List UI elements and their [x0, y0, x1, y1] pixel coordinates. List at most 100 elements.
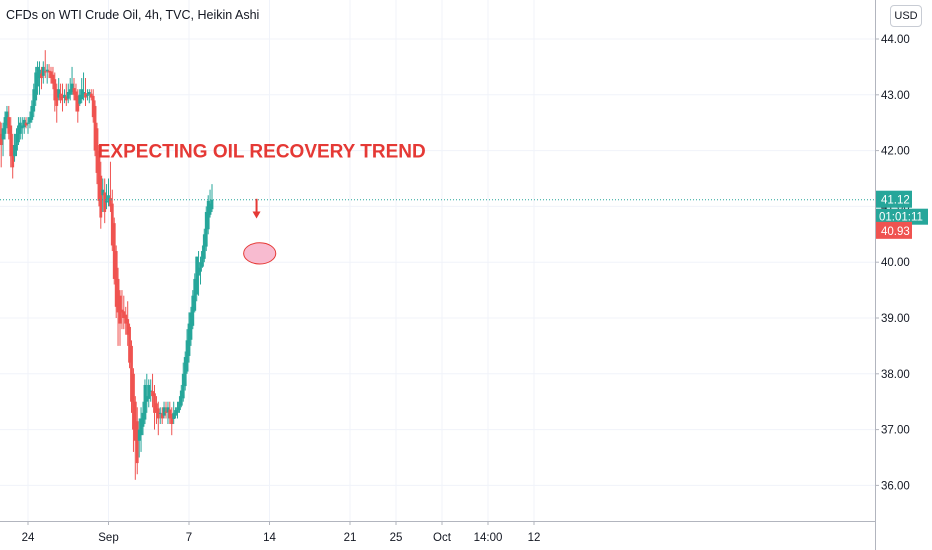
- candle-body: [139, 418, 143, 436]
- x-tick-label: Sep: [98, 532, 118, 544]
- candle-body: [91, 95, 95, 118]
- candle-body: [174, 410, 177, 416]
- candle-body: [72, 88, 76, 95]
- currency-button[interactable]: USD: [890, 5, 922, 27]
- candle-body: [7, 117, 11, 134]
- candle-body: [178, 401, 181, 411]
- candle-body: [105, 200, 108, 203]
- candle-body: [133, 401, 137, 441]
- y-tick-label: 38.00: [881, 369, 910, 381]
- candle-body: [195, 256, 199, 295]
- candle-body: [193, 278, 197, 311]
- candle-body: [34, 72, 38, 101]
- candle-body: [130, 345, 133, 402]
- candle-body: [95, 128, 99, 173]
- y-tick-label: 43.00: [881, 90, 910, 102]
- candle-body: [61, 97, 64, 99]
- candle-body: [38, 69, 41, 79]
- candle-body: [172, 412, 176, 419]
- candle-body: [0, 133, 3, 146]
- candle-body: [156, 408, 160, 419]
- candle-body: [135, 421, 139, 464]
- candle-body: [5, 111, 9, 126]
- candle-body: [41, 66, 45, 76]
- candle-body: [101, 189, 105, 196]
- candle-body: [87, 92, 91, 95]
- candle-body: [74, 91, 78, 101]
- candle-body: [151, 391, 154, 397]
- candle-body: [197, 267, 200, 276]
- x-tick-label: 21: [344, 532, 357, 544]
- candle-body: [122, 311, 126, 318]
- candle-body: [137, 429, 141, 441]
- candle-body: [145, 396, 149, 402]
- candle-body: [15, 133, 18, 151]
- candle-body: [11, 145, 15, 168]
- last-price-box: [876, 190, 912, 208]
- candle-body: [80, 89, 84, 100]
- candle-body: [155, 403, 158, 413]
- candle-body: [9, 125, 13, 157]
- candle-body: [99, 175, 103, 218]
- candle-body: [28, 117, 32, 123]
- candle-body: [160, 413, 164, 419]
- candle-body: [76, 95, 80, 112]
- candle-body: [147, 384, 151, 399]
- candle-body: [162, 407, 166, 416]
- candle-body: [43, 71, 47, 73]
- candle-body: [30, 105, 34, 120]
- candle-body: [53, 79, 57, 101]
- candle-body: [0, 121, 1, 140]
- candle-body: [22, 119, 26, 128]
- candle-body: [201, 251, 204, 267]
- candle-body: [78, 94, 82, 104]
- x-tick-label: 14: [263, 532, 276, 544]
- candle-body: [57, 89, 61, 98]
- candle-body: [36, 66, 39, 87]
- y-tick-label: 44.00: [881, 34, 910, 46]
- candle-body: [68, 89, 72, 95]
- secondary-price-box: [876, 221, 912, 239]
- x-tick-label: 14:00: [474, 532, 503, 544]
- candle-body: [51, 74, 55, 84]
- annotation-text: EXPECTING OIL RECOVERY TREND: [98, 142, 426, 163]
- candle-body: [26, 122, 30, 124]
- candle-body: [66, 92, 70, 99]
- y-tick-label: 39.00: [881, 313, 910, 325]
- candle-body: [84, 93, 87, 98]
- candle-body: [191, 295, 195, 326]
- last-price-label: 41.12: [881, 195, 910, 207]
- candle-body: [199, 262, 202, 272]
- countdown-label: 01:01:11: [879, 212, 923, 224]
- candle-body: [189, 312, 193, 340]
- candle-body: [107, 195, 110, 201]
- candle-body: [63, 94, 66, 98]
- y-tick-label: 36.00: [881, 480, 910, 492]
- candle-body: [179, 390, 183, 406]
- candle-body: [208, 203, 212, 215]
- grid-lines: [0, 0, 875, 521]
- candle-body: [170, 413, 174, 425]
- candle-body: [93, 105, 97, 151]
- x-tick-label: 24: [22, 532, 35, 544]
- candle-body: [32, 89, 36, 112]
- candle-body: [128, 326, 131, 363]
- candle-body: [3, 117, 7, 134]
- candle-body: [49, 71, 53, 79]
- candle-body: [64, 96, 68, 101]
- y-tick-label: 40.00: [881, 257, 910, 269]
- x-tick-label: 12: [528, 532, 541, 544]
- candle-body: [210, 199, 214, 210]
- candle-body: [126, 319, 130, 335]
- candle-body: [141, 412, 145, 427]
- candle-body: [86, 94, 89, 96]
- candle-body: [55, 89, 59, 106]
- x-tick-label: 25: [390, 532, 403, 544]
- candle-body: [176, 407, 179, 413]
- candle-body: [18, 122, 22, 134]
- candle-body: [202, 234, 206, 259]
- candle-body: [112, 223, 116, 279]
- candle-body: [59, 93, 62, 101]
- candle-body: [158, 412, 162, 414]
